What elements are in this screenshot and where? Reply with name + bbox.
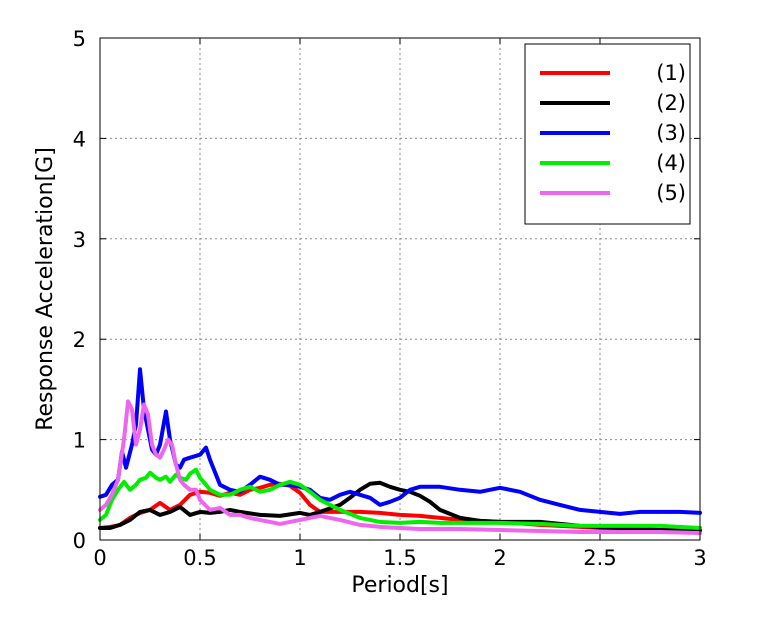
series-layer	[98, 367, 702, 535]
x-axis-title: Period[s]	[351, 573, 448, 598]
y-tick-label: 2	[73, 328, 86, 352]
legend-label-4: (4)	[656, 151, 686, 175]
legend-label-2: (2)	[656, 91, 686, 115]
legend-label-3: (3)	[656, 121, 686, 145]
tick-labels: 0 0.5 1 1.5 2 2.5 3 0 1 2 3 4 5	[73, 27, 707, 570]
y-tick-label: 1	[73, 429, 86, 453]
x-tick-label: 0.5	[183, 546, 216, 570]
legend-label-5: (5)	[656, 181, 686, 205]
x-tick-label: 2	[493, 546, 506, 570]
x-tick-label: 2.5	[583, 546, 616, 570]
y-axis-title: Response Acceleration[G]	[33, 147, 58, 431]
series-line-4	[98, 467, 702, 530]
series-line-3	[98, 367, 702, 516]
legend: (1) (2) (3) (4) (5)	[524, 43, 691, 225]
series-line-5	[98, 399, 702, 535]
x-tick-label: 1.5	[383, 546, 416, 570]
x-tick-label: 0	[93, 546, 106, 570]
x-tick-label: 3	[693, 546, 706, 570]
legend-label-1: (1)	[656, 61, 686, 85]
y-tick-label: 4	[73, 127, 86, 151]
x-tick-label: 1	[293, 546, 306, 570]
y-tick-label: 3	[73, 228, 86, 252]
series-line-2	[98, 480, 702, 533]
y-tick-label: 0	[73, 529, 86, 553]
y-tick-label: 5	[73, 27, 86, 51]
